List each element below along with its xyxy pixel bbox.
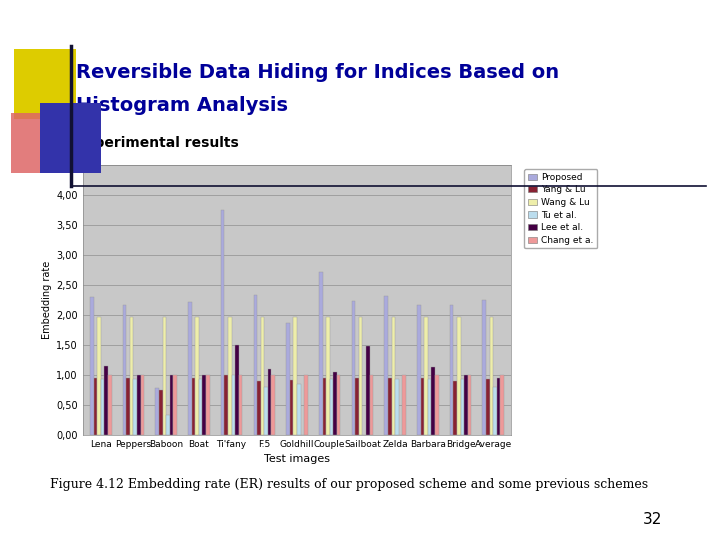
Bar <box>101 379 104 435</box>
Bar <box>435 375 438 435</box>
Bar <box>130 316 133 435</box>
Bar <box>359 316 362 435</box>
Bar <box>323 377 326 435</box>
Bar <box>388 377 392 435</box>
Bar <box>431 367 435 435</box>
Bar <box>170 375 174 435</box>
Bar <box>497 377 500 435</box>
X-axis label: Test images: Test images <box>264 454 330 464</box>
Bar <box>454 381 457 435</box>
Bar <box>337 375 341 435</box>
Bar <box>420 377 424 435</box>
Bar <box>486 379 490 435</box>
Bar <box>417 305 420 435</box>
Bar <box>228 316 232 435</box>
Bar <box>461 379 464 435</box>
Bar <box>369 375 373 435</box>
Bar <box>261 316 264 435</box>
Bar <box>366 346 369 435</box>
Text: Histogram Analysis: Histogram Analysis <box>76 96 287 115</box>
Bar <box>195 316 199 435</box>
Text: Reversible Data Hiding for Indices Based on: Reversible Data Hiding for Indices Based… <box>76 63 559 83</box>
Bar <box>188 301 192 435</box>
Bar <box>457 316 461 435</box>
Bar <box>192 377 195 435</box>
Bar <box>271 375 275 435</box>
Bar <box>108 375 112 435</box>
Bar <box>490 316 493 435</box>
Bar <box>137 375 140 435</box>
Bar <box>239 375 243 435</box>
Bar <box>290 380 294 435</box>
Bar <box>333 372 337 435</box>
Bar <box>319 272 323 435</box>
Bar <box>450 305 454 435</box>
Bar <box>428 379 431 435</box>
Bar <box>97 316 101 435</box>
Bar <box>90 296 94 435</box>
Bar <box>104 366 108 435</box>
Bar <box>174 375 177 435</box>
Bar <box>133 379 137 435</box>
Bar <box>330 379 333 435</box>
Bar <box>202 375 206 435</box>
Bar <box>94 377 97 435</box>
Bar <box>384 295 388 435</box>
Bar <box>268 369 271 435</box>
Bar <box>351 301 355 435</box>
Bar <box>395 379 399 435</box>
Text: Figure 4.12 Embedding rate (ER) results of our proposed scheme and some previous: Figure 4.12 Embedding rate (ER) results … <box>50 478 649 491</box>
Bar <box>253 295 257 435</box>
Bar <box>493 387 497 435</box>
Bar <box>163 316 166 435</box>
Legend: Proposed, Yang & Lu, Wang & Lu, Tu et al., Lee et al., Chang et a.: Proposed, Yang & Lu, Wang & Lu, Tu et al… <box>524 169 598 248</box>
Bar <box>500 375 504 435</box>
Bar <box>264 387 268 435</box>
Bar <box>199 379 202 435</box>
Bar <box>424 316 428 435</box>
Bar <box>257 381 261 435</box>
Bar <box>122 305 126 435</box>
Bar <box>287 322 290 435</box>
Bar <box>159 390 163 435</box>
Bar <box>232 375 235 435</box>
Bar <box>235 345 239 435</box>
Bar <box>326 316 330 435</box>
Bar <box>464 375 468 435</box>
Bar <box>482 300 486 435</box>
Bar <box>166 415 170 435</box>
Bar <box>402 375 406 435</box>
Bar <box>468 375 472 435</box>
Bar <box>221 210 225 435</box>
Y-axis label: Embedding rate: Embedding rate <box>42 261 52 339</box>
Bar <box>126 377 130 435</box>
Bar <box>297 384 300 435</box>
Bar <box>156 388 159 435</box>
Text: 32: 32 <box>643 511 662 526</box>
Bar <box>392 316 395 435</box>
Text: Experimental results: Experimental results <box>76 136 238 150</box>
Bar <box>140 375 144 435</box>
Bar <box>225 375 228 435</box>
Bar <box>294 316 297 435</box>
Bar <box>355 377 359 435</box>
Bar <box>304 375 307 435</box>
Bar <box>206 375 210 435</box>
